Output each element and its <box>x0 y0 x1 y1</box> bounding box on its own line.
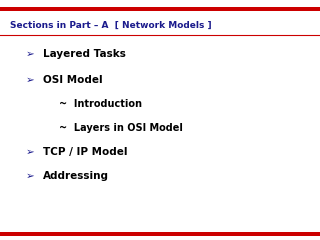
Text: ➢: ➢ <box>26 49 35 59</box>
Bar <box>0 7 320 11</box>
Text: ~  Introduction: ~ Introduction <box>59 99 142 109</box>
Text: ~  Layers in OSI Model: ~ Layers in OSI Model <box>59 123 183 133</box>
Text: Addressing: Addressing <box>43 171 109 181</box>
Text: ➢: ➢ <box>26 75 35 85</box>
Text: ➢: ➢ <box>26 147 35 157</box>
Text: Sections in Part – A  [ Network Models ]: Sections in Part – A [ Network Models ] <box>10 21 211 30</box>
Bar <box>0 232 320 236</box>
Text: ➢: ➢ <box>26 171 35 181</box>
Text: OSI Model: OSI Model <box>43 75 103 85</box>
Text: Layered Tasks: Layered Tasks <box>43 49 126 59</box>
Text: TCP / IP Model: TCP / IP Model <box>43 147 128 157</box>
